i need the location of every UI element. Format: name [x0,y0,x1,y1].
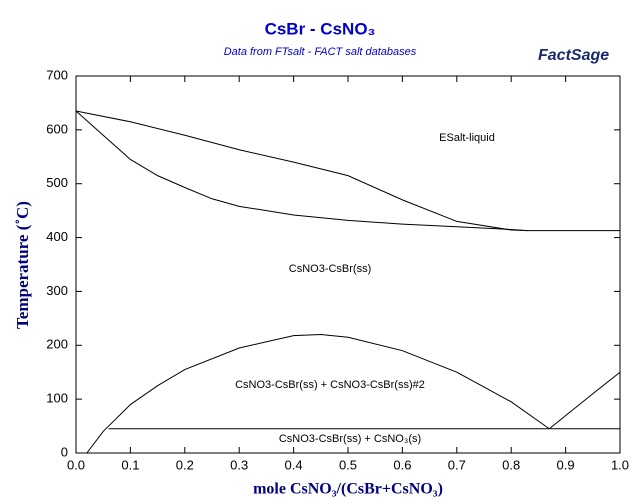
x-tick-label: 0.2 [176,457,194,472]
x-tick-label: 0.8 [502,457,520,472]
x-tick-label: 1.0 [611,457,629,472]
region-label: CsNO3-CsBr(ss) + CsNO₃(s) [279,433,421,445]
x-tick-label: 0.7 [448,457,466,472]
y-tick-label: 700 [46,67,68,82]
phase-boundary [75,110,528,232]
x-tick-label: 0.0 [67,457,85,472]
y-axis-label: Temperature (˚C) [13,201,32,329]
y-tick-label: 400 [46,229,68,244]
phase-boundary [86,334,550,454]
region-label: CsNO3-CsBr(ss) + CsNO3-CsBr(ss)#2 [235,379,425,391]
x-tick-label: 0.9 [557,457,575,472]
y-tick-label: 500 [46,175,68,190]
x-tick-label: 0.3 [230,457,248,472]
phase-boundary [75,110,620,232]
region-label: ESalt-liquid [439,132,495,144]
logo: FactSage [538,47,609,64]
x-tick-label: 0.4 [285,457,303,472]
phase-boundary [548,371,621,430]
x-axis-label: mole CsNO₃/(CsBr+CsNO₃) [253,481,443,498]
x-tick-label: 0.6 [393,457,411,472]
region-label: CsNO3-CsBr(ss) [289,263,372,275]
chart-title: CsBr - CsNO₃ [265,19,376,38]
y-tick-label: 100 [46,391,68,406]
y-tick-label: 200 [46,337,68,352]
x-tick-label: 0.1 [121,457,139,472]
y-tick-label: 600 [46,121,68,136]
chart-subtitle: Data from FTsalt - FACT salt databases [224,46,417,58]
x-tick-label: 0.5 [339,457,357,472]
y-tick-label: 300 [46,283,68,298]
y-tick-label: 0 [61,444,68,459]
